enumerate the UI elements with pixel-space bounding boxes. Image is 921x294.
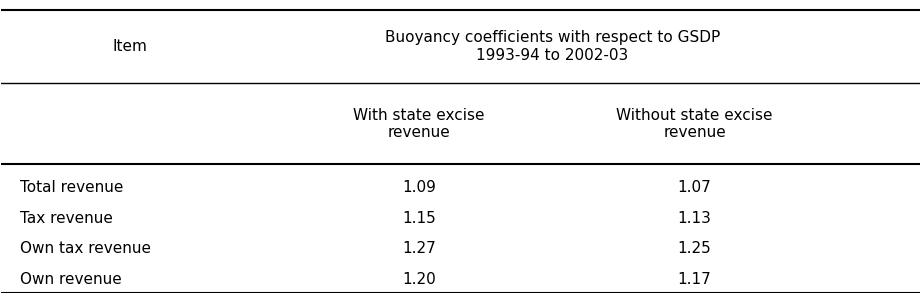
Text: Tax revenue: Tax revenue [19,211,112,226]
Text: Own tax revenue: Own tax revenue [19,241,151,256]
Text: Without state excise
revenue: Without state excise revenue [616,108,773,140]
Text: 1.17: 1.17 [678,272,712,287]
Text: Own revenue: Own revenue [19,272,122,287]
Text: 1.15: 1.15 [402,211,436,226]
Text: Buoyancy coefficients with respect to GSDP
1993-94 to 2002-03: Buoyancy coefficients with respect to GS… [385,30,720,63]
Text: 1.20: 1.20 [402,272,436,287]
Text: Total revenue: Total revenue [19,180,123,195]
Text: 1.25: 1.25 [678,241,712,256]
Text: 1.07: 1.07 [678,180,712,195]
Text: Item: Item [112,39,147,54]
Text: 1.09: 1.09 [402,180,437,195]
Text: 1.13: 1.13 [678,211,712,226]
Text: 1.27: 1.27 [402,241,436,256]
Text: With state excise
revenue: With state excise revenue [354,108,485,140]
